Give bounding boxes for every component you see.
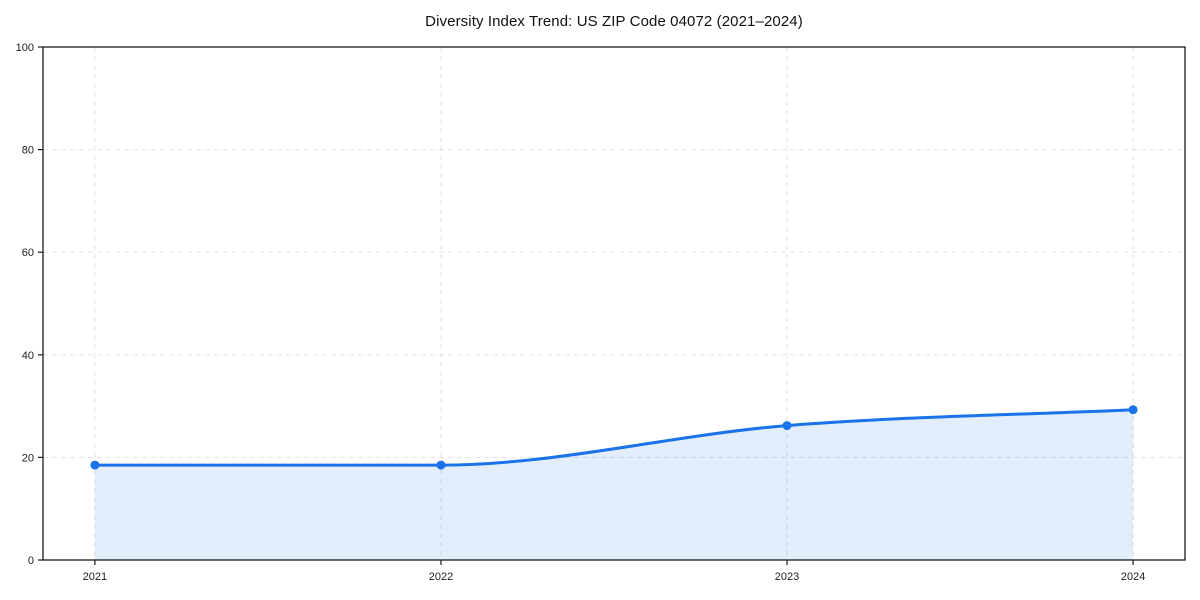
trend-line — [93, 408, 1135, 467]
x-tick-label: 2021 — [83, 571, 107, 583]
y-tick-label: 100 — [16, 42, 34, 54]
y-tick-label: 80 — [22, 145, 34, 157]
data-point-marker — [90, 460, 100, 470]
data-point-marker — [782, 421, 792, 431]
y-tick-label: 40 — [22, 350, 34, 362]
chart-title: Diversity Index Trend: US ZIP Code 04072… — [425, 13, 803, 30]
y-tick-label: 0 — [28, 555, 34, 567]
y-tick-label: 60 — [22, 247, 34, 259]
area-fill — [94, 409, 1134, 560]
x-tick-label: 2022 — [429, 571, 453, 583]
y-tick-label: 20 — [22, 452, 34, 464]
data-point-marker — [1128, 405, 1138, 415]
x-tick-label: 2023 — [775, 571, 799, 583]
x-tick-label: 2024 — [1121, 571, 1145, 583]
data-point-marker — [436, 460, 446, 470]
axes-border — [42, 46, 1186, 561]
